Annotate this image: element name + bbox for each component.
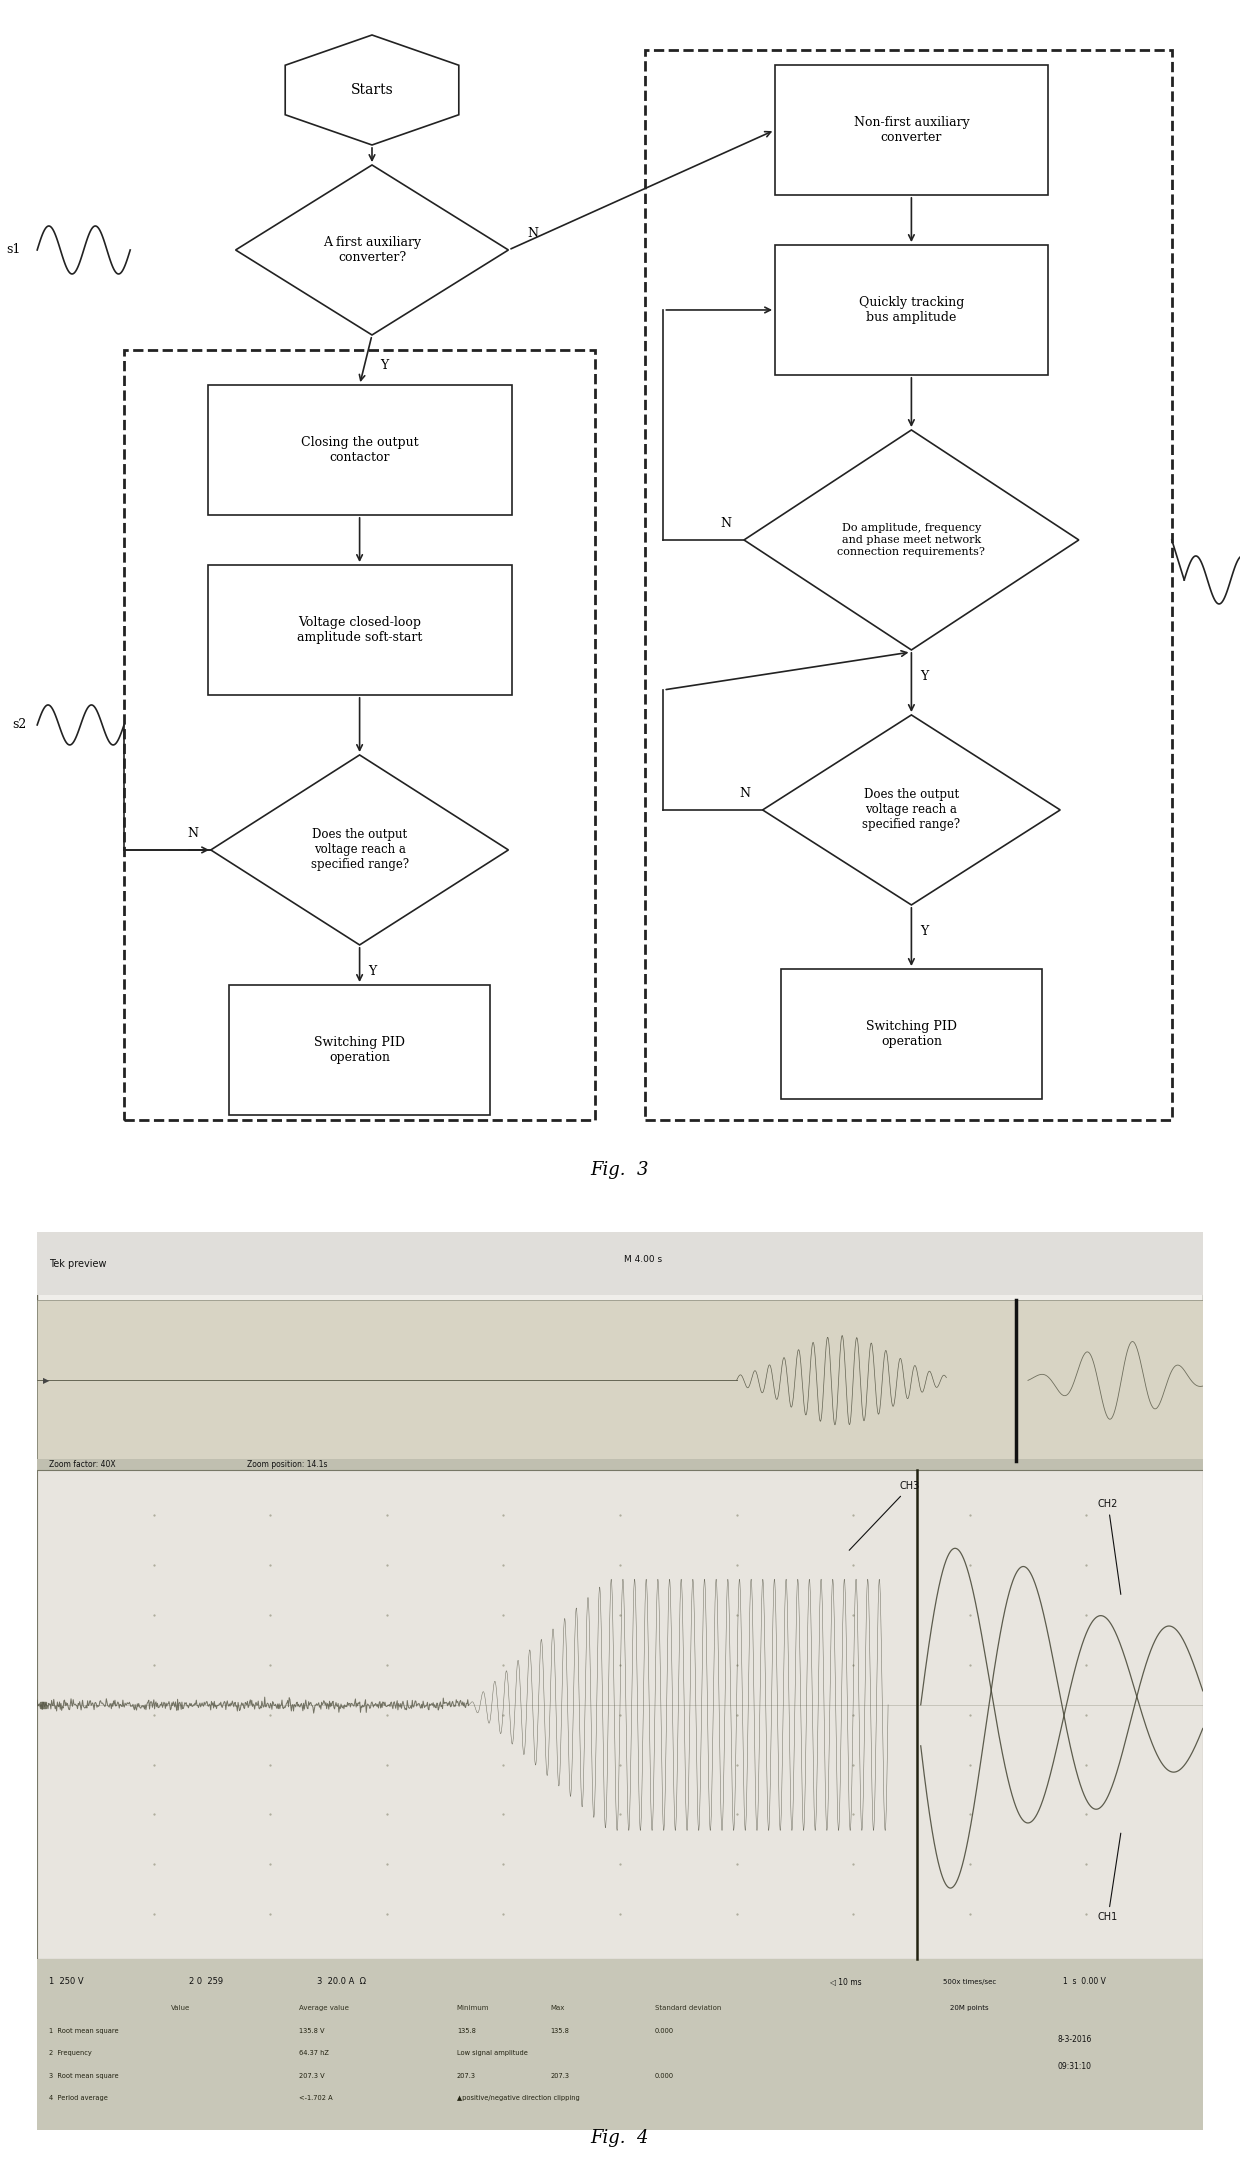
Text: CH2: CH2 bbox=[1097, 1500, 1121, 1593]
Text: 64.37 hZ: 64.37 hZ bbox=[300, 2050, 330, 2056]
Polygon shape bbox=[211, 755, 508, 945]
Bar bbox=[207, 564, 511, 694]
Text: s2: s2 bbox=[12, 718, 26, 731]
Text: ▲positive/negative direction clipping: ▲positive/negative direction clipping bbox=[456, 2095, 579, 2101]
Bar bbox=[775, 65, 1048, 195]
Text: Max: Max bbox=[551, 2006, 564, 2011]
Text: Does the output
voltage reach a
specified range?: Does the output voltage reach a specifie… bbox=[310, 828, 409, 871]
Text: 2 0  259: 2 0 259 bbox=[188, 1976, 223, 1987]
Text: Closing the output
contactor: Closing the output contactor bbox=[301, 437, 418, 465]
Text: 2  Frequency: 2 Frequency bbox=[48, 2050, 92, 2056]
Text: A first auxiliary
converter?: A first auxiliary converter? bbox=[322, 236, 422, 264]
Polygon shape bbox=[744, 430, 1079, 651]
Text: Quickly tracking
bus amplitude: Quickly tracking bus amplitude bbox=[859, 296, 963, 324]
Bar bbox=[124, 350, 595, 1120]
Text: 207.3: 207.3 bbox=[456, 2073, 476, 2078]
Text: 1  Root mean square: 1 Root mean square bbox=[48, 2028, 119, 2034]
Polygon shape bbox=[236, 164, 508, 335]
Bar bbox=[229, 986, 490, 1116]
Bar bbox=[781, 969, 1042, 1098]
Text: 20M points: 20M points bbox=[950, 2006, 990, 2011]
Text: Starts: Starts bbox=[351, 82, 393, 97]
Text: Value: Value bbox=[171, 2006, 191, 2011]
Text: Y: Y bbox=[368, 964, 376, 977]
Text: CH1: CH1 bbox=[1097, 1833, 1121, 1922]
Polygon shape bbox=[763, 716, 1060, 906]
Text: Average value: Average value bbox=[300, 2006, 350, 2011]
Text: 3  20.0 A  Ω: 3 20.0 A Ω bbox=[317, 1976, 366, 1987]
Text: Fig.  4: Fig. 4 bbox=[590, 2130, 650, 2147]
Bar bbox=[775, 244, 1048, 374]
Text: M 4.00 s: M 4.00 s bbox=[624, 1254, 662, 1265]
Text: N: N bbox=[720, 517, 732, 530]
Text: Tek preview: Tek preview bbox=[48, 1258, 107, 1269]
Text: Y: Y bbox=[381, 359, 388, 372]
Text: Low signal amplitude: Low signal amplitude bbox=[456, 2050, 528, 2056]
Text: 207.3 V: 207.3 V bbox=[300, 2073, 325, 2078]
Text: ◁ 10 ms: ◁ 10 ms bbox=[830, 1976, 862, 1987]
Bar bbox=[207, 385, 511, 515]
Text: N: N bbox=[527, 227, 538, 240]
Text: N: N bbox=[739, 787, 750, 800]
Text: 1  s  0.00 V: 1 s 0.00 V bbox=[1063, 1976, 1106, 1987]
Text: 135.8: 135.8 bbox=[551, 2028, 569, 2034]
Text: Minimum: Minimum bbox=[456, 2006, 490, 2011]
Bar bbox=[37, 1299, 1203, 1462]
Text: Switching PID
operation: Switching PID operation bbox=[866, 1020, 957, 1049]
Bar bbox=[37, 1459, 1203, 1470]
Text: Y: Y bbox=[920, 670, 928, 683]
Text: <-1.702 A: <-1.702 A bbox=[300, 2095, 334, 2101]
Text: Zoom factor: 40X: Zoom factor: 40X bbox=[48, 1459, 115, 1470]
Text: ▶: ▶ bbox=[43, 1375, 50, 1386]
Text: 1  250 V: 1 250 V bbox=[48, 1976, 83, 1987]
Text: N: N bbox=[187, 828, 198, 841]
Bar bbox=[37, 1959, 1203, 2130]
Text: Y: Y bbox=[920, 925, 928, 938]
Bar bbox=[645, 50, 1172, 1120]
Text: 500x times/sec: 500x times/sec bbox=[944, 1978, 996, 1985]
Text: 3  Root mean square: 3 Root mean square bbox=[48, 2073, 119, 2078]
Text: CH3: CH3 bbox=[849, 1481, 920, 1550]
Bar bbox=[37, 1470, 1203, 1959]
Text: Fig.  3: Fig. 3 bbox=[590, 1161, 650, 1178]
Text: Do amplitude, frequency
and phase meet network
connection requirements?: Do amplitude, frequency and phase meet n… bbox=[837, 523, 986, 556]
Text: s1: s1 bbox=[6, 244, 21, 257]
Text: 4  Period average: 4 Period average bbox=[48, 2095, 108, 2101]
Text: 207.3: 207.3 bbox=[551, 2073, 569, 2078]
Text: Switching PID
operation: Switching PID operation bbox=[314, 1036, 405, 1064]
Text: Zoom position: 14.1s: Zoom position: 14.1s bbox=[247, 1459, 327, 1470]
Text: 0.000: 0.000 bbox=[655, 2073, 675, 2078]
Text: Does the output
voltage reach a
specified range?: Does the output voltage reach a specifie… bbox=[862, 789, 961, 832]
Text: Standard deviation: Standard deviation bbox=[655, 2006, 722, 2011]
Polygon shape bbox=[285, 35, 459, 145]
Text: Voltage closed-loop
amplitude soft-start: Voltage closed-loop amplitude soft-start bbox=[296, 616, 423, 644]
Bar bbox=[37, 1232, 1203, 1295]
Text: 8-3-2016: 8-3-2016 bbox=[1056, 2034, 1091, 2045]
Text: 09:31:10: 09:31:10 bbox=[1056, 2063, 1091, 2071]
Text: Non-first auxiliary
converter: Non-first auxiliary converter bbox=[853, 117, 970, 145]
Text: 135.8: 135.8 bbox=[456, 2028, 476, 2034]
Text: 0.000: 0.000 bbox=[655, 2028, 675, 2034]
Text: 135.8 V: 135.8 V bbox=[300, 2028, 325, 2034]
